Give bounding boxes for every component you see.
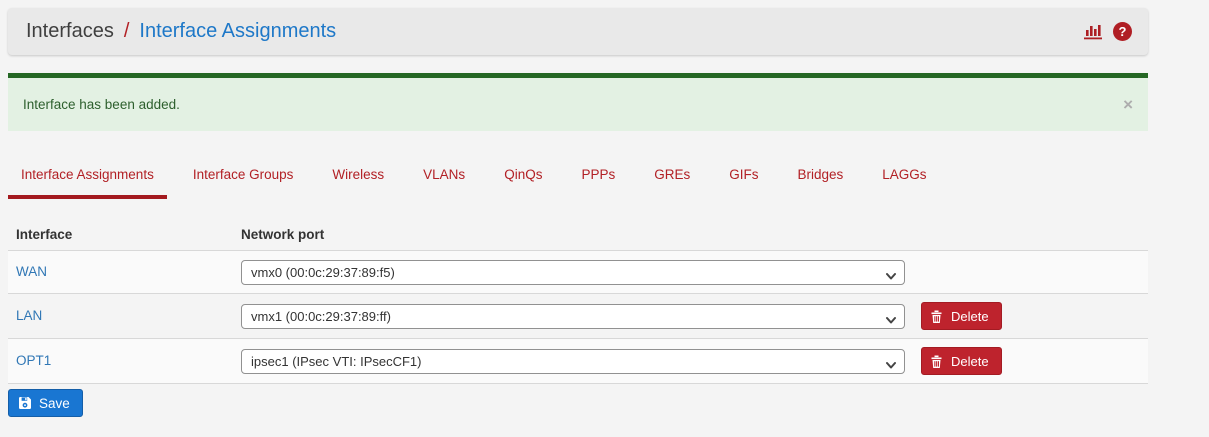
network-port-select-wrap: vmx1 (00:0c:29:37:89:ff) [241,303,905,329]
tab-laggs[interactable]: LAGGs [882,167,927,182]
trash-icon [930,309,943,324]
delete-button-label: Delete [951,308,989,324]
breadcrumb-bar: Interfaces / Interface Assignments ? [8,8,1148,55]
table-row-opt1: OPT1 ipsec1 (IPsec VTI: IPsecCF1) [8,338,1148,384]
tab-ppps[interactable]: PPPs [581,167,616,182]
breadcrumb: Interfaces / Interface Assignments [26,20,336,43]
trash-icon [930,354,943,369]
interfaces-tab-bar: Interface Assignments Interface Groups W… [8,161,1148,199]
column-header-actions [913,221,1148,251]
tab-bridges[interactable]: Bridges [797,167,844,182]
delete-lan-button[interactable]: Delete [921,302,1002,330]
tab-gifs[interactable]: GIFs [729,167,759,182]
tab-gres[interactable]: GREs [654,167,691,182]
status-monitoring-bar-chart-icon[interactable] [1083,23,1103,40]
tab-interface-groups[interactable]: Interface Groups [192,167,294,182]
tab-vlans[interactable]: VLANs [423,167,466,182]
table-row-lan: LAN vmx1 (00:0c:29:37:89:ff) [8,293,1148,339]
network-port-select-wan[interactable]: vmx0 (00:0c:29:37:89:f5) [241,259,905,285]
table-row-wan: WAN vmx0 (00:0c:29:37:89:f5) [8,250,1148,294]
help-icon[interactable]: ? [1113,22,1132,41]
tab-wireless[interactable]: Wireless [332,167,385,182]
success-alert-message: Interface has been added. [23,97,180,112]
interface-link-lan[interactable]: LAN [16,308,43,323]
network-port-select-wrap: ipsec1 (IPsec VTI: IPsecCF1) [241,348,905,374]
save-floppy-icon [18,396,32,410]
tab-qinqs[interactable]: QinQs [504,167,543,182]
network-port-select-wrap: vmx0 (00:0c:29:37:89:f5) [241,259,905,285]
delete-button-label: Delete [951,353,989,369]
tab-interface-assignments[interactable]: Interface Assignments [8,161,167,199]
save-button[interactable]: Save [8,389,83,417]
breadcrumb-section: Interfaces [26,20,114,42]
success-alert: Interface has been added. × [8,73,1148,131]
alert-close-icon[interactable]: × [1123,95,1133,114]
breadcrumb-current-page[interactable]: Interface Assignments [139,20,337,42]
breadcrumb-separator: / [123,20,130,42]
column-header-network-port: Network port [233,221,913,251]
column-header-interface: Interface [8,221,233,251]
interface-link-wan[interactable]: WAN [16,264,47,279]
page-content: Interfaces / Interface Assignments ? Int… [8,8,1148,417]
interface-assignments-table: Interface Network port WAN vmx0 (00:0c:2… [8,221,1148,384]
interface-link-opt1[interactable]: OPT1 [16,353,52,368]
delete-opt1-button[interactable]: Delete [921,347,1002,375]
header-icons: ? [1083,22,1132,41]
network-port-select-opt1[interactable]: ipsec1 (IPsec VTI: IPsecCF1) [241,348,905,374]
save-button-label: Save [39,395,70,411]
network-port-select-lan[interactable]: vmx1 (00:0c:29:37:89:ff) [241,303,905,329]
